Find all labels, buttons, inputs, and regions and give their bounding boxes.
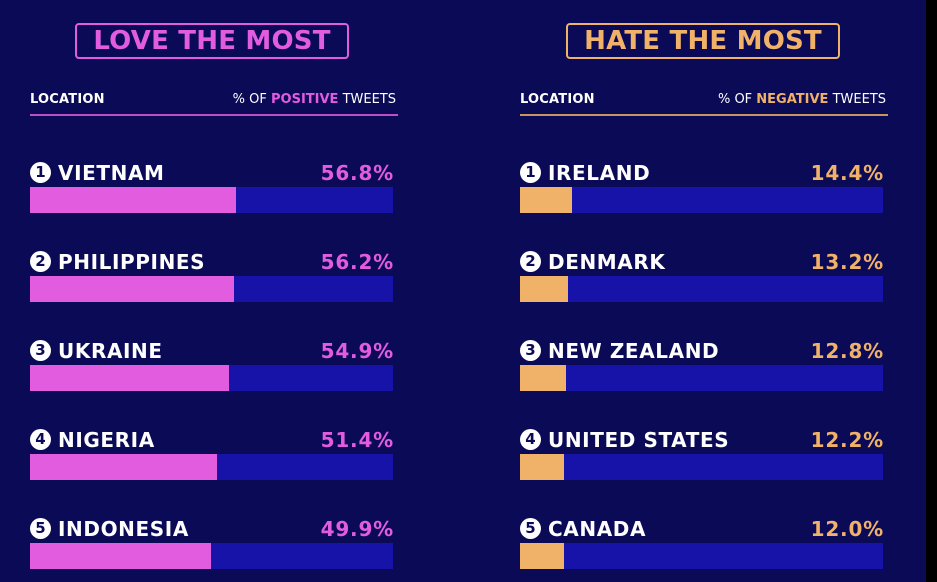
chart-title: HATE THE MOST — [566, 23, 840, 59]
category-label: CANADA — [548, 517, 647, 541]
bar-row: 1 IRELAND 14.4% — [520, 160, 886, 220]
value-label: 12.2% — [810, 428, 884, 452]
bar-row: 4 UNITED STATES 12.2% — [520, 427, 886, 487]
metric-column-header: % OF POSITIVE TWEETS — [233, 92, 396, 107]
hate-panel: HATE THE MOST LOCATION % OF NEGATIVE TWE… — [518, 0, 888, 582]
bar — [520, 187, 573, 213]
header-divider — [30, 114, 398, 116]
bar — [520, 365, 567, 391]
category-label: UNITED STATES — [548, 428, 730, 452]
bar-track — [30, 454, 393, 480]
value-label: 56.8% — [320, 161, 394, 185]
category-label: NEW ZEALAND — [548, 339, 720, 363]
bar-row: 3 UKRAINE 54.9% — [30, 338, 396, 398]
value-label: 12.8% — [810, 339, 884, 363]
bar — [30, 454, 217, 480]
rank-badge: 3 — [520, 340, 541, 361]
bar-row: 1 VIETNAM 56.8% — [30, 160, 396, 220]
bar — [520, 543, 564, 569]
bar-row: 3 NEW ZEALAND 12.8% — [520, 338, 886, 398]
bar-row: 5 CANADA 12.0% — [520, 516, 886, 576]
rank-badge: 4 — [30, 429, 51, 450]
header-divider — [520, 114, 888, 116]
value-label: 13.2% — [810, 250, 884, 274]
metric-column-header: % OF NEGATIVE TWEETS — [718, 92, 886, 107]
rank-badge: 3 — [30, 340, 51, 361]
value-label: 56.2% — [320, 250, 394, 274]
bar — [30, 365, 230, 391]
metric-prefix: % OF — [232, 92, 267, 107]
chart-title: LOVE THE MOST — [75, 23, 349, 59]
category-label: UKRAINE — [58, 339, 163, 363]
bar-row: 2 DENMARK 13.2% — [520, 249, 886, 309]
table-header: LOCATION % OF POSITIVE TWEETS — [30, 90, 396, 110]
bar-track — [30, 187, 393, 213]
category-label: DENMARK — [548, 250, 666, 274]
category-label: PHILIPPINES — [58, 250, 206, 274]
rank-badge: 4 — [520, 429, 541, 450]
metric-suffix: TWEETS — [342, 92, 396, 107]
bar-track — [520, 365, 883, 391]
bar-track — [520, 187, 883, 213]
bar-track — [520, 276, 883, 302]
metric-keyword: NEGATIVE — [756, 92, 829, 107]
value-label: 14.4% — [810, 161, 884, 185]
rank-badge: 5 — [520, 518, 541, 539]
rank-badge: 2 — [30, 251, 51, 272]
category-label: NIGERIA — [58, 428, 155, 452]
rank-badge: 5 — [30, 518, 51, 539]
table-header: LOCATION % OF NEGATIVE TWEETS — [520, 90, 886, 110]
category-label: INDONESIA — [58, 517, 189, 541]
bar — [520, 276, 568, 302]
bar-track — [520, 543, 883, 569]
bar-row: 4 NIGERIA 51.4% — [30, 427, 396, 487]
bar-track — [30, 365, 393, 391]
category-label: IRELAND — [548, 161, 651, 185]
bar-row: 5 INDONESIA 49.9% — [30, 516, 396, 576]
category-label: VIETNAM — [58, 161, 165, 185]
rank-badge: 1 — [30, 162, 51, 183]
bar — [520, 454, 565, 480]
metric-keyword: POSITIVE — [271, 92, 339, 107]
rank-badge: 2 — [520, 251, 541, 272]
rank-badge: 1 — [520, 162, 541, 183]
bar-track — [520, 454, 883, 480]
metric-prefix: % OF — [717, 92, 753, 107]
bar — [30, 276, 234, 302]
bar-track — [30, 276, 393, 302]
location-column-header: LOCATION — [520, 92, 595, 107]
value-label: 12.0% — [810, 517, 884, 541]
metric-suffix: TWEETS — [832, 92, 886, 107]
bar-track — [30, 543, 393, 569]
value-label: 51.4% — [320, 428, 394, 452]
love-panel: LOVE THE MOST LOCATION % OF POSITIVE TWE… — [28, 0, 398, 582]
bar — [30, 543, 212, 569]
bar-row: 2 PHILIPPINES 56.2% — [30, 249, 396, 309]
location-column-header: LOCATION — [30, 92, 105, 107]
bar — [30, 187, 237, 213]
value-label: 49.9% — [320, 517, 394, 541]
value-label: 54.9% — [320, 339, 394, 363]
